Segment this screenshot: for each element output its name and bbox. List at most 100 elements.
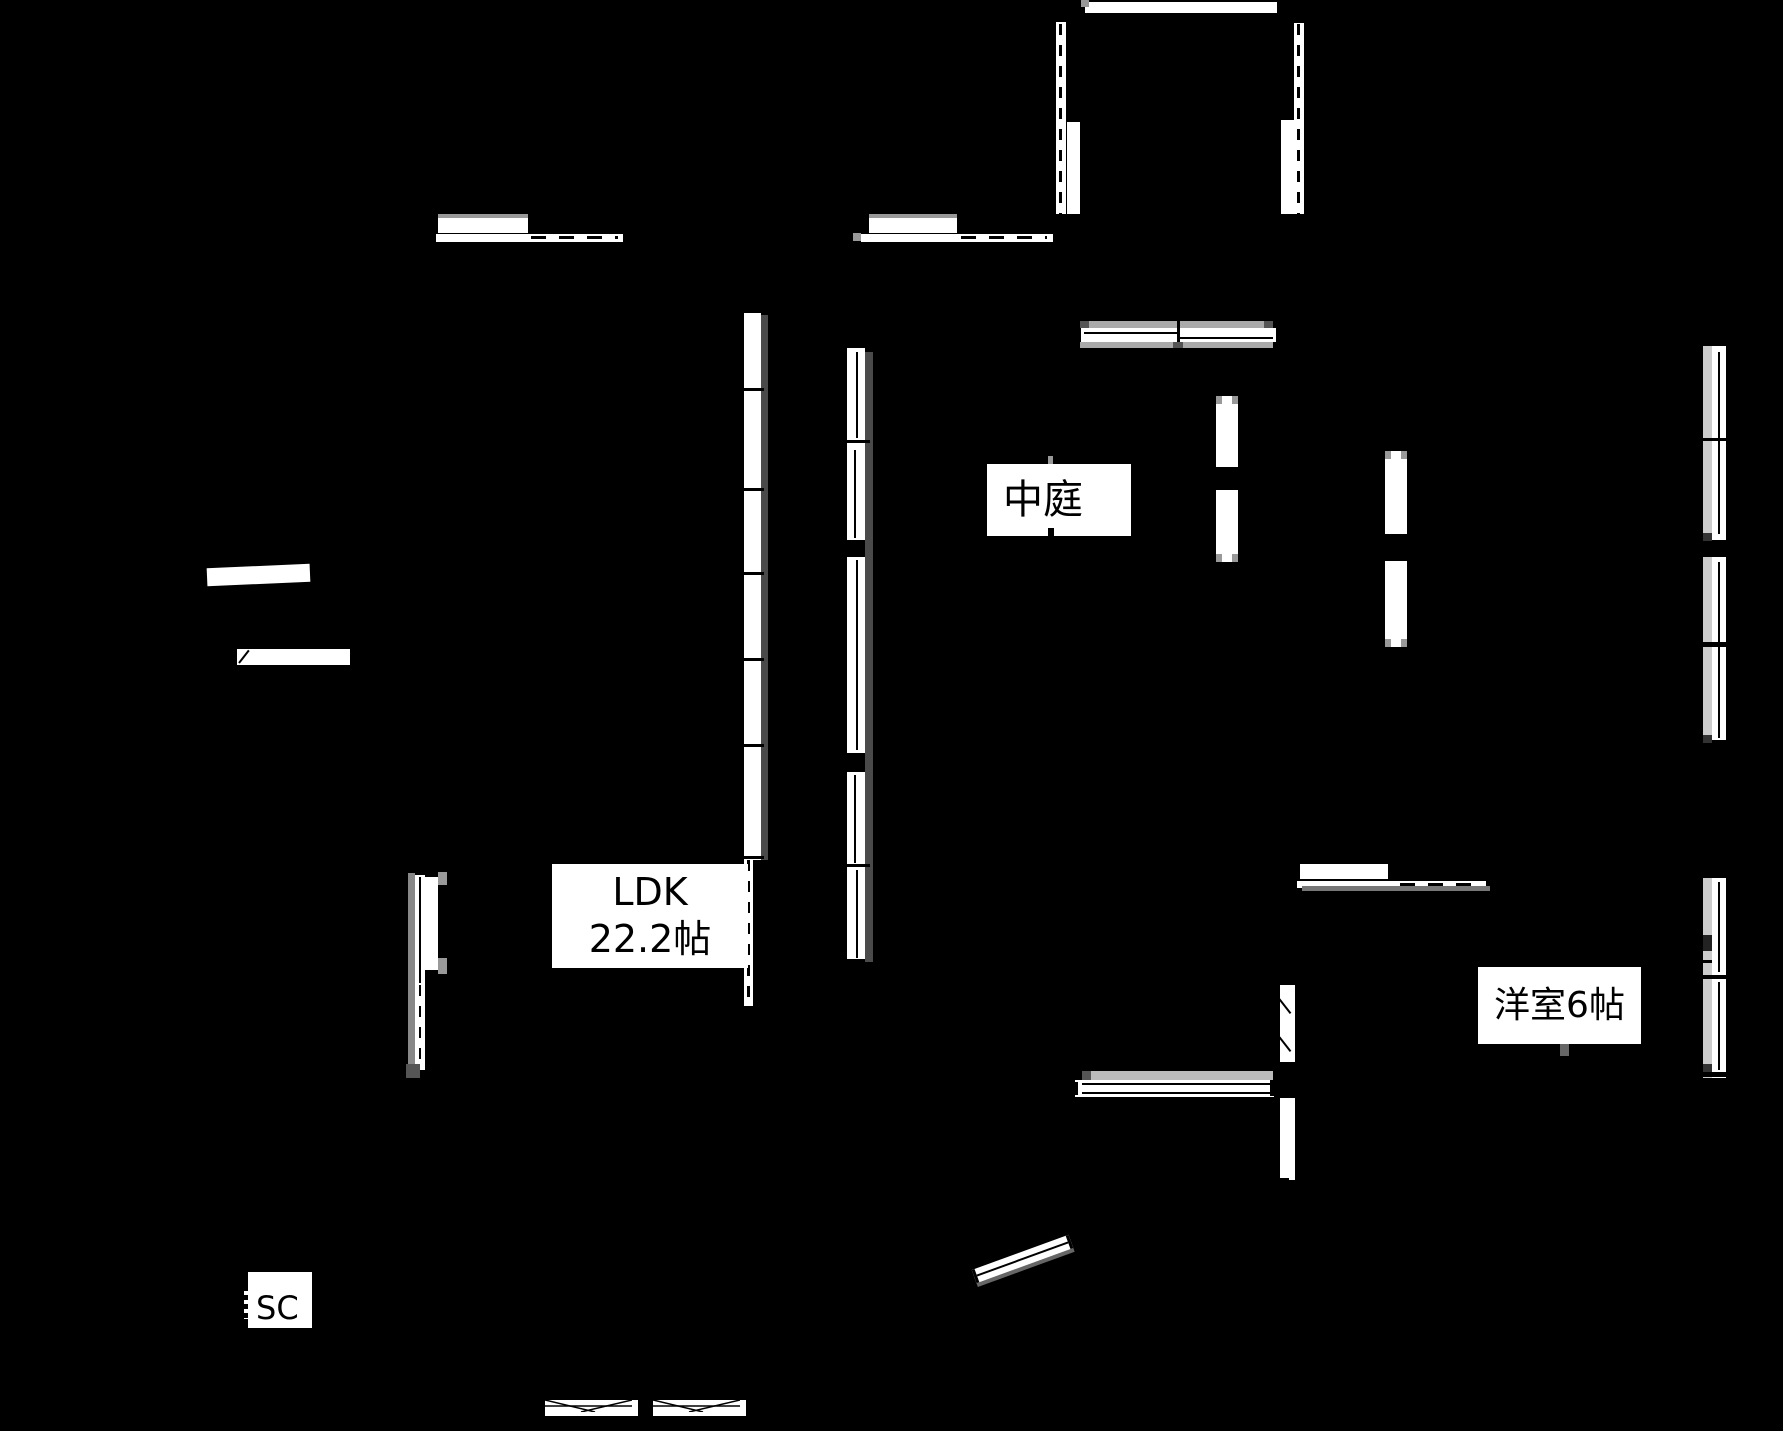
- hall-wall-lower: [1280, 1098, 1295, 1180]
- room-label-shoe-closet: SC: [248, 1272, 312, 1328]
- ldk-wall-shadow: [408, 873, 415, 1070]
- shoe-closet-label-text: SC: [256, 1289, 299, 1327]
- window-top-mid-band: [861, 233, 1053, 243]
- pillar-corner: [1401, 451, 1407, 459]
- courtyard-label-bottom-tick: [1048, 528, 1054, 538]
- pillar-corner: [1385, 639, 1391, 647]
- left-wall-cap-bottom: [847, 959, 865, 963]
- window-top-mid-wall: [869, 218, 957, 233]
- angled-door: [971, 1234, 1074, 1284]
- left-wall-tick: [844, 440, 870, 443]
- right-wall-split-tick: [1698, 975, 1746, 979]
- sash-line-right: [1178, 337, 1273, 339]
- western-label-tick: [1560, 1044, 1569, 1056]
- left-wall-gap: [847, 753, 865, 772]
- courtyard-pillar: [1385, 448, 1407, 537]
- courtyard-label-tick: [1048, 456, 1053, 465]
- sash-line: [856, 560, 858, 750]
- window-mid-right-band: [1297, 879, 1486, 888]
- window-top-left-wall: [438, 218, 528, 233]
- courtyard-pillar: [1216, 487, 1238, 565]
- window-top-left-shadow: [438, 214, 528, 218]
- right-wall-corner: [1703, 1064, 1712, 1073]
- courtyard-label-text: 中庭: [1003, 477, 1083, 523]
- right-wall-latch-mark: [1703, 935, 1712, 951]
- sash-end-tick: [1075, 1082, 1078, 1095]
- sash-line: [854, 775, 856, 863]
- sash-center-tick: [1177, 321, 1180, 348]
- window-top-left-band: [436, 233, 623, 243]
- courtyard-window-corner: [1173, 342, 1183, 348]
- top-wall-band: [1085, 2, 1278, 16]
- left-wall-shadow: [865, 352, 873, 962]
- courtyard-left-wall-tick: [742, 744, 764, 747]
- entrance-opening-right-tick: [1277, 214, 1307, 218]
- courtyard-left-wall-tick: [742, 488, 764, 491]
- hall-wall-upper: [1280, 985, 1295, 1062]
- window-top-mid-cap: [853, 233, 861, 241]
- courtyard-left-wall-tick: [742, 388, 764, 391]
- door-swing-line: [238, 649, 250, 664]
- right-wall-cap-top: [1700, 875, 1730, 878]
- ldk-size-text: 22.2帖: [588, 917, 712, 961]
- sash-end-tick: [1270, 1080, 1274, 1096]
- courtyard-window-corner: [1080, 321, 1089, 328]
- window-dashes: [1400, 883, 1482, 886]
- dashed-opening-line: [747, 860, 750, 1006]
- right-wall-gap: [1703, 540, 1726, 557]
- courtyard-pillar: [1216, 393, 1238, 470]
- ldk-dashed-wall: [744, 860, 753, 1006]
- entrance-opening-left-strip: [1056, 22, 1066, 218]
- courtyard-window-bottom-shadow: [1082, 1071, 1273, 1080]
- ldk-wall-foot: [406, 1064, 420, 1078]
- courtyard-left-wall-cap: [744, 310, 761, 313]
- courtyard-window-top-shadow: [1080, 321, 1273, 328]
- pillar-corner: [1385, 451, 1391, 459]
- courtyard-left-wall-tick: [742, 856, 764, 859]
- ldk-wall-pier: [425, 877, 438, 970]
- window-dashes: [531, 236, 618, 239]
- entrance-opening-left-tick: [1052, 214, 1082, 218]
- sash-line: [854, 450, 856, 538]
- western-room-label-text: 洋室6帖: [1494, 985, 1625, 1026]
- sash-line: [856, 352, 858, 438]
- hatch-line: [1280, 1033, 1292, 1052]
- hall-wall-tick: [1275, 1178, 1289, 1181]
- pillar-corner: [1232, 396, 1238, 404]
- louver-panel: [545, 1398, 638, 1418]
- top-wall-band-end-tick: [1277, 0, 1282, 16]
- ldk-wall-line: [419, 877, 421, 983]
- louver-panel: [653, 1398, 746, 1418]
- right-wall-cap-bottom: [1698, 1072, 1732, 1077]
- courtyard-window-corner: [1264, 321, 1273, 328]
- entrance-opening-left-wall: [1067, 122, 1080, 215]
- left-wall-cap-top: [847, 345, 865, 348]
- pillar-corner: [1401, 639, 1407, 647]
- dashed-opening-line: [1297, 24, 1300, 216]
- window-dashes: [961, 236, 1047, 239]
- louver-lines: [545, 1400, 632, 1412]
- door-center-line: [976, 1241, 1069, 1277]
- ldk-name-text: LDK: [612, 869, 688, 914]
- window-mid-right-shadow: [1302, 886, 1490, 891]
- right-wall-tick: [1700, 438, 1730, 441]
- ldk-wall-mark: [438, 872, 447, 885]
- ldk-wall-dashes: [419, 985, 421, 1067]
- room-label-courtyard: 中庭: [987, 464, 1131, 536]
- window-mid-right-wall: [1300, 864, 1388, 879]
- louver-door: [542, 1396, 641, 1418]
- sash-line: [1718, 882, 1720, 972]
- courtyard-window-bottom-corner: [1082, 1071, 1091, 1080]
- pillar-corner: [1216, 396, 1222, 404]
- right-wall-corner: [1703, 735, 1712, 743]
- courtyard-pillar: [1385, 558, 1407, 650]
- entrance-opening-right-cap: [1294, 15, 1304, 23]
- dashed-opening-line: [1059, 24, 1062, 216]
- entrance-opening-right-strip: [1294, 22, 1304, 218]
- sash-line: [1718, 982, 1720, 1070]
- right-wall-tick: [1700, 642, 1730, 647]
- right-wall-cap-top: [1700, 343, 1730, 346]
- sash-line-left: [1084, 332, 1179, 334]
- louver-lines: [653, 1400, 740, 1412]
